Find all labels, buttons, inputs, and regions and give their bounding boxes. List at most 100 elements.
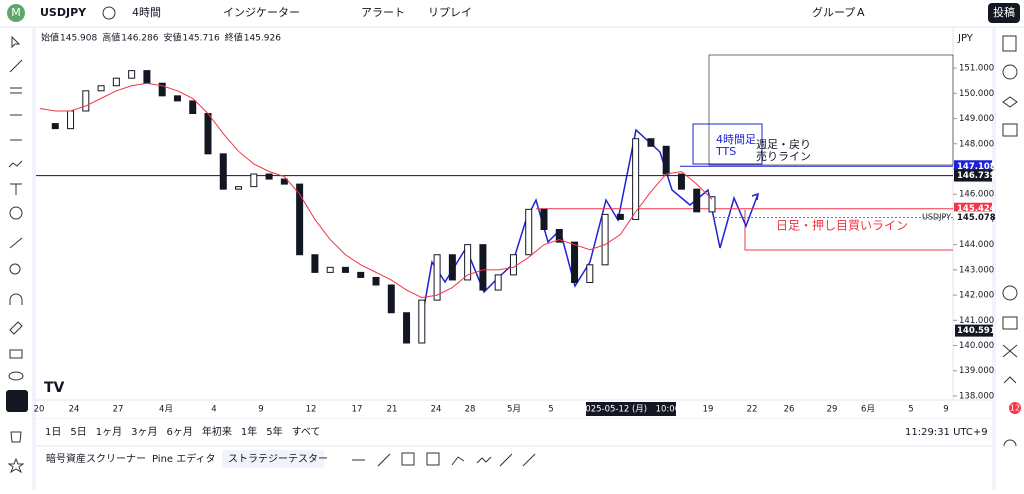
candle bbox=[82, 90, 90, 112]
x-tick-label: 4 bbox=[211, 405, 216, 415]
ohlc-value: 145.908 bbox=[60, 34, 97, 44]
x-tick-label: 19 bbox=[703, 405, 714, 415]
x-tick-label: 9 bbox=[943, 405, 948, 415]
left-toolbar bbox=[0, 28, 32, 490]
candle bbox=[494, 274, 502, 291]
candle bbox=[601, 213, 609, 266]
y-tick-label: 150.000 bbox=[959, 89, 994, 99]
currency[interactable]: JPY bbox=[957, 33, 974, 44]
symbol[interactable]: USDJPY bbox=[40, 6, 87, 19]
y-tick-label: 139.000 bbox=[959, 366, 994, 376]
range-button[interactable]: すべて bbox=[292, 426, 321, 438]
x-tick-label: 6月 bbox=[861, 405, 875, 415]
range-button[interactable]: 5日 bbox=[70, 427, 86, 438]
add-icon[interactable] bbox=[102, 6, 116, 20]
x-tick-label: 29 bbox=[827, 405, 838, 415]
range-button[interactable]: 3ヶ月 bbox=[131, 426, 157, 438]
left-icons[interactable] bbox=[7, 35, 25, 474]
candle bbox=[433, 254, 441, 301]
range-button[interactable]: 6ヶ月 bbox=[167, 426, 193, 438]
group-id[interactable]: A bbox=[857, 6, 865, 19]
y-tick-label: 148.000 bbox=[959, 139, 994, 149]
candle bbox=[708, 196, 716, 213]
candle bbox=[372, 276, 380, 286]
x-tick-label: 26 bbox=[784, 405, 795, 415]
right-toolbar bbox=[996, 28, 1024, 490]
panel-tab[interactable]: 暗号資産スクリーナー bbox=[46, 452, 146, 465]
chart-area bbox=[36, 28, 992, 418]
range-button[interactable]: 年初来 bbox=[202, 425, 232, 438]
candle bbox=[418, 299, 426, 344]
candle bbox=[67, 110, 75, 130]
y-tick-label: 140.000 bbox=[959, 341, 994, 351]
candle bbox=[693, 188, 701, 213]
candle bbox=[479, 244, 487, 291]
candle bbox=[173, 95, 181, 102]
y-tick-label: 144.000 bbox=[959, 240, 994, 250]
range-button[interactable]: 1日 bbox=[45, 427, 61, 438]
candle bbox=[387, 284, 395, 314]
price-label-bg bbox=[954, 169, 992, 182]
replay[interactable]: リプレイ bbox=[428, 6, 472, 19]
candle bbox=[280, 178, 288, 185]
candle bbox=[296, 183, 304, 256]
panel-tab[interactable]: Pine エディタ bbox=[152, 452, 216, 465]
panel-tab[interactable]: ストラテジーテスター bbox=[228, 453, 328, 465]
ohlc-label: 高値 bbox=[102, 32, 120, 44]
range-button[interactable]: 1ヶ月 bbox=[96, 426, 122, 438]
y-tick-label: 151.000 bbox=[959, 64, 994, 74]
price-label-bg bbox=[954, 160, 992, 173]
candle bbox=[662, 145, 670, 175]
x-tick-label: 5月 bbox=[507, 405, 521, 415]
candle bbox=[189, 100, 197, 114]
candle bbox=[509, 254, 517, 276]
candle bbox=[112, 77, 120, 87]
candle bbox=[265, 173, 273, 180]
candle bbox=[143, 70, 151, 84]
candle bbox=[341, 266, 349, 273]
candle bbox=[647, 138, 655, 147]
tab-bar bbox=[36, 447, 992, 490]
alert[interactable]: アラート bbox=[361, 6, 405, 19]
interval[interactable]: 4時間 bbox=[132, 6, 161, 19]
range-button[interactable]: 1年 bbox=[241, 425, 257, 438]
ohlc-label: 終値 bbox=[225, 32, 243, 44]
x-cursor-bg bbox=[586, 402, 676, 416]
avatar[interactable] bbox=[7, 4, 25, 22]
logo: TV bbox=[44, 380, 65, 396]
candle bbox=[97, 85, 105, 92]
candle bbox=[51, 123, 59, 130]
range-bar bbox=[36, 419, 992, 445]
candle bbox=[219, 153, 227, 190]
candle bbox=[586, 264, 594, 283]
group[interactable]: グループ bbox=[812, 5, 855, 19]
indicators[interactable]: インジケーター bbox=[223, 6, 300, 19]
link-active[interactable] bbox=[6, 390, 28, 412]
x-tick-label: 21 bbox=[387, 405, 398, 415]
candle bbox=[235, 186, 243, 190]
post-button[interactable] bbox=[988, 3, 1020, 23]
candle bbox=[571, 241, 579, 283]
x-tick-label: 20 bbox=[34, 405, 45, 415]
price-label: 145.078 bbox=[957, 213, 996, 223]
ohlc-label: 安値 bbox=[163, 32, 181, 44]
tab-active bbox=[222, 450, 324, 468]
x-tick-label: 17 bbox=[352, 405, 363, 415]
daily-label: 日足・押し目買いライン bbox=[776, 219, 908, 233]
y-tick-label: 146.000 bbox=[959, 190, 994, 200]
weekly-label: 週足・戻り売りライン bbox=[756, 138, 811, 163]
y-tick-label: 149.000 bbox=[959, 114, 994, 124]
candle bbox=[448, 254, 456, 281]
zone-box bbox=[708, 54, 954, 166]
x-tick-label: 4月 bbox=[159, 405, 173, 415]
badge bbox=[1009, 402, 1021, 414]
price-label: 145.424 bbox=[957, 204, 996, 214]
ohlc-value: 145.716 bbox=[182, 34, 219, 44]
right-icons[interactable] bbox=[1002, 35, 1018, 447]
range-button[interactable]: 5年 bbox=[266, 425, 282, 438]
drawing-tools[interactable] bbox=[352, 452, 536, 467]
x-tick-label: 9 bbox=[258, 405, 263, 415]
candle bbox=[403, 312, 411, 344]
candle bbox=[158, 82, 166, 97]
